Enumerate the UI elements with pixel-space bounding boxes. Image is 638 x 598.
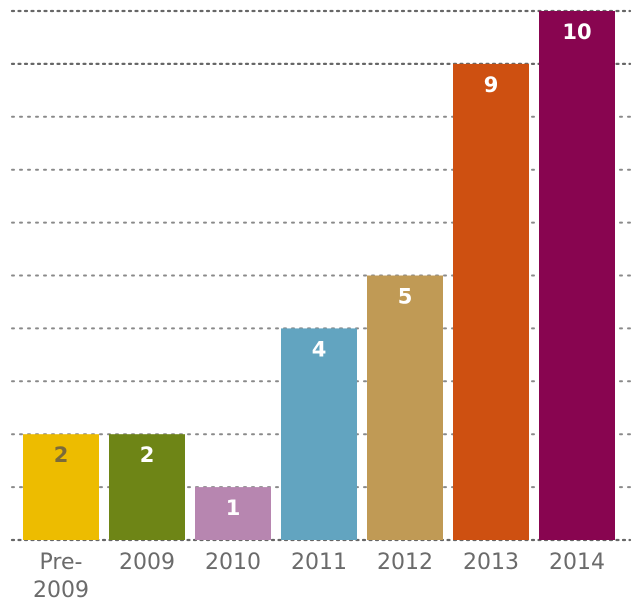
bar xyxy=(23,434,99,540)
bar-value-label: 1 xyxy=(226,496,241,520)
x-tick-labels: Pre- 2009 2009 2010 2011 2012 2013 2014 xyxy=(33,550,605,598)
bar-value-label: 2 xyxy=(140,443,155,467)
bar-value-label: 2 xyxy=(54,443,69,467)
bar-value-label: 5 xyxy=(398,285,413,309)
x-tick-label: 2009 xyxy=(33,578,89,598)
x-tick-label: Pre- xyxy=(40,550,83,575)
bars xyxy=(23,11,615,541)
bar-value-label: 9 xyxy=(484,73,499,97)
bar-value-label: 4 xyxy=(312,337,327,361)
x-tick-label: 2010 xyxy=(205,550,261,575)
x-tick-label: 2009 xyxy=(119,550,175,575)
bar xyxy=(367,275,443,540)
bar xyxy=(453,63,529,541)
x-tick-label: 2012 xyxy=(377,550,433,575)
bar xyxy=(539,11,615,540)
x-tick-label: 2013 xyxy=(463,550,519,575)
bar-value-label: 10 xyxy=(562,20,591,44)
bar xyxy=(281,328,357,540)
x-tick-label: 2011 xyxy=(291,550,347,575)
x-tick-label: 2014 xyxy=(549,550,605,575)
bar xyxy=(195,487,271,540)
bar xyxy=(109,434,185,540)
value-labels: 2 2 1 4 5 9 10 xyxy=(54,20,592,520)
